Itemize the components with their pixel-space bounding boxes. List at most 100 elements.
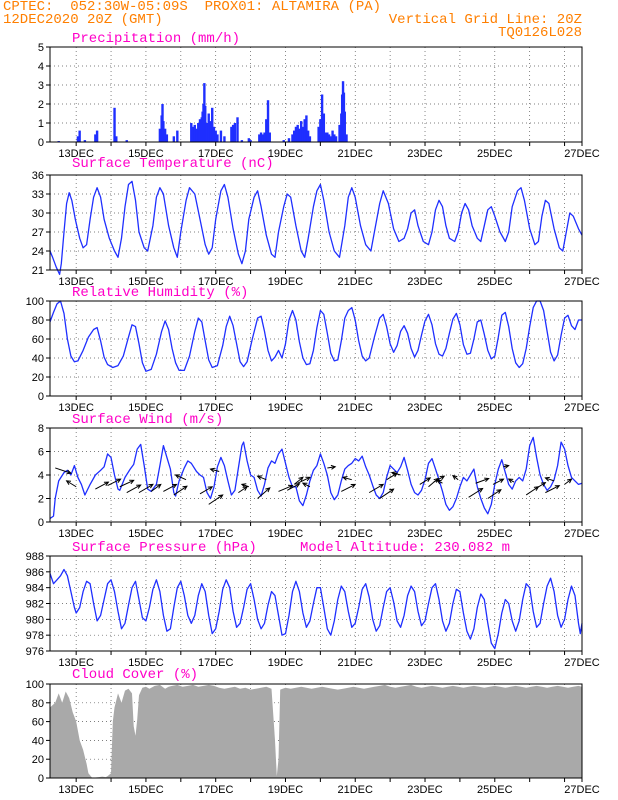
wind-arrow	[492, 478, 504, 485]
precip-bar	[299, 121, 303, 142]
panel-title: Relative Humidity (%)	[72, 285, 248, 301]
wind-arrow	[327, 466, 336, 469]
precip-bar	[266, 100, 270, 142]
y-tick-label: 984	[26, 583, 44, 595]
wind-arrow	[475, 478, 489, 484]
wind-arrow-head	[156, 483, 162, 489]
wind-arrow	[55, 467, 72, 474]
y-tick-label: 27	[32, 227, 44, 239]
wind-arrow	[487, 489, 502, 499]
wind-arrow	[278, 485, 293, 492]
precip-bar	[195, 128, 198, 142]
wind-arrow	[138, 483, 154, 494]
wind-arrow-head	[498, 478, 505, 483]
header-date: 12DEC2020 20Z (GMT)	[3, 12, 163, 28]
panel-title: Cloud Cover (%)	[72, 667, 198, 683]
x-tick-label: 19DEC	[268, 402, 304, 414]
y-tick-label: 0	[38, 391, 44, 403]
wind-arrow	[534, 482, 546, 490]
precip-bar	[326, 132, 329, 142]
panel-title: Surface Pressure (hPa)	[72, 540, 257, 556]
precip-bar	[94, 134, 97, 142]
wind-arrow	[341, 483, 356, 492]
x-tick-label: 19DEC	[268, 528, 304, 540]
y-tick-label: 20	[32, 754, 44, 766]
x-tick-label: 17DEC	[198, 276, 234, 288]
x-tick-label: 15DEC	[128, 784, 164, 796]
panel-frame	[49, 46, 583, 143]
precip-bar	[83, 140, 87, 142]
header-line1: CPTEC: 052:30W-05:09S PROX01: ALTAMIRA (…	[3, 0, 382, 15]
x-tick-label: 13DEC	[58, 148, 94, 160]
wind-arrow	[163, 483, 177, 492]
wind-arrow-head	[439, 475, 446, 481]
wind-arrow-head	[174, 474, 181, 479]
y-tick-label: 986	[26, 567, 44, 579]
precip-bar	[212, 126, 216, 142]
panel-frame	[49, 300, 583, 397]
precip-bar	[76, 136, 80, 142]
x-tick-label: 25DEC	[477, 148, 513, 160]
y-tick-label: 0	[38, 137, 44, 149]
precip-bar	[308, 136, 312, 142]
y-tick-label: 980	[26, 614, 44, 626]
precip-bar	[163, 128, 167, 142]
precip-bar	[305, 115, 308, 142]
wind-arrow	[210, 468, 220, 472]
x-tick-label: 15DEC	[128, 657, 164, 669]
precip-bar	[230, 126, 233, 142]
wind-arrow-head	[504, 464, 510, 469]
y-tick-label: 60	[32, 717, 44, 729]
precip-bar	[317, 126, 320, 142]
precip-bar	[176, 130, 179, 142]
wind-arrow	[293, 476, 304, 485]
series-line	[49, 300, 582, 372]
x-tick-label: 21DEC	[338, 528, 374, 540]
wind-arrow-head	[451, 474, 458, 480]
wind-arrow-head	[378, 483, 385, 489]
y-tick-label: 2	[38, 99, 44, 111]
precip-bar	[209, 121, 212, 142]
precip-bar	[282, 140, 285, 142]
precip-bar	[162, 121, 165, 142]
wind-arrow-head	[65, 480, 72, 485]
precip-bar	[211, 107, 214, 142]
y-tick-label: 40	[32, 353, 44, 365]
precip-bar	[214, 130, 217, 142]
precip-bar	[322, 113, 326, 142]
precip-bar	[115, 136, 118, 142]
x-tick-label: 19DEC	[268, 148, 304, 160]
x-tick-label: 27DEC	[564, 402, 600, 414]
x-tick-label: 13DEC	[58, 402, 94, 414]
series-line	[49, 436, 583, 520]
precip-bar	[249, 140, 252, 142]
wind-arrow-head	[540, 481, 547, 487]
y-tick-label: 36	[32, 170, 44, 182]
x-tick-label: 21DEC	[338, 148, 374, 160]
wind-arrow	[175, 474, 187, 481]
wind-arrow-head	[129, 479, 135, 485]
wind-arrow-head	[350, 483, 357, 489]
y-tick-label: 2	[38, 494, 44, 506]
x-tick-label: 27DEC	[564, 148, 600, 160]
x-tick-label: 19DEC	[268, 784, 304, 796]
precip-bar	[223, 136, 226, 142]
wind-arrow-head	[207, 486, 214, 491]
x-tick-label: 15DEC	[128, 402, 164, 414]
wind-arrow-head	[182, 485, 188, 491]
wind-arrow-head	[496, 489, 502, 494]
x-tick-label: 21DEC	[338, 276, 374, 288]
precip-bar	[193, 124, 196, 142]
wind-arrow	[545, 477, 555, 482]
panel-title: Surface Wind (m/s)	[72, 412, 223, 428]
wind-arrow-head	[171, 483, 178, 489]
y-tick-label: 6	[38, 447, 44, 459]
x-tick-label: 19DEC	[268, 276, 304, 288]
precip-bar	[301, 126, 305, 142]
y-tick-label: 1	[38, 118, 44, 130]
x-tick-label: 15DEC	[128, 148, 164, 160]
y-tick-label: 0	[38, 773, 44, 785]
y-tick-label: 21	[32, 265, 44, 277]
wind-arrow	[199, 486, 213, 495]
